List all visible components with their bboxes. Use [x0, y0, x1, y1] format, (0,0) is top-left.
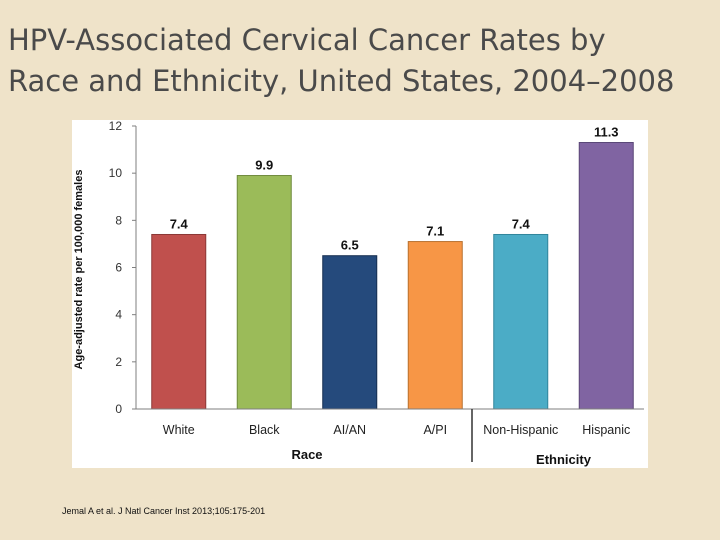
data-label: 11.3 — [594, 125, 619, 140]
y-tick-label: 10 — [109, 166, 123, 180]
x-tick-label: White — [163, 423, 195, 437]
bar-hispanic — [578, 142, 634, 410]
x-tick-label: Non-Hispanic — [483, 423, 558, 437]
group-label-ethnicity: Ethnicity — [536, 452, 592, 467]
x-tick-label: Hispanic — [582, 423, 630, 437]
y-tick-label: 12 — [109, 120, 123, 133]
bar-a-pi — [407, 241, 463, 410]
group-label-race: Race — [291, 447, 322, 462]
bar-black — [236, 175, 292, 410]
citation: Jemal A et al. J Natl Cancer Inst 2013;1… — [62, 506, 266, 516]
y-tick-label: 4 — [115, 308, 122, 322]
bar-ai-an — [322, 255, 378, 410]
bar-white — [151, 233, 207, 410]
bars: 7.4 9.9 6.5 7.1 7.4 11.3 — [151, 125, 634, 410]
data-label: 6.5 — [341, 238, 359, 253]
slide-title: HPV-Associated Cervical Cancer Rates by … — [8, 20, 708, 102]
y-tick-label: 6 — [115, 261, 122, 275]
y-axis-title: Age-adjusted rate per 100,000 females — [73, 170, 85, 370]
y-tick-label: 2 — [115, 355, 122, 369]
y-tick-label: 0 — [115, 402, 122, 416]
chart-panel: 0 2 4 6 8 10 12 7.4 9.9 6.5 7.1 7.4 11.3 White Black… — [72, 120, 648, 468]
bar-chart: 0 2 4 6 8 10 12 7.4 9.9 6.5 7.1 7.4 11.3 White Black… — [73, 120, 644, 467]
data-label: 9.9 — [255, 158, 273, 173]
data-label: 7.4 — [170, 216, 189, 231]
slide-title-line-1: HPV-Associated Cervical Cancer Rates by — [8, 23, 606, 57]
bar-non-hispanic — [493, 233, 549, 410]
x-tick-label: AI/AN — [333, 423, 366, 437]
slide-title-line-2: Race and Ethnicity, United States, 2004–… — [8, 64, 675, 98]
x-tick-label: Black — [249, 423, 280, 437]
data-label: 7.1 — [426, 224, 444, 239]
y-axis: 0 2 4 6 8 10 12 — [109, 120, 137, 416]
y-tick-label: 8 — [115, 213, 122, 227]
x-axis: White Black AI/AN A/PI Non-Hispanic Hispanic R… — [136, 408, 644, 467]
data-label: 7.4 — [512, 216, 531, 231]
x-tick-label: A/PI — [423, 423, 447, 437]
